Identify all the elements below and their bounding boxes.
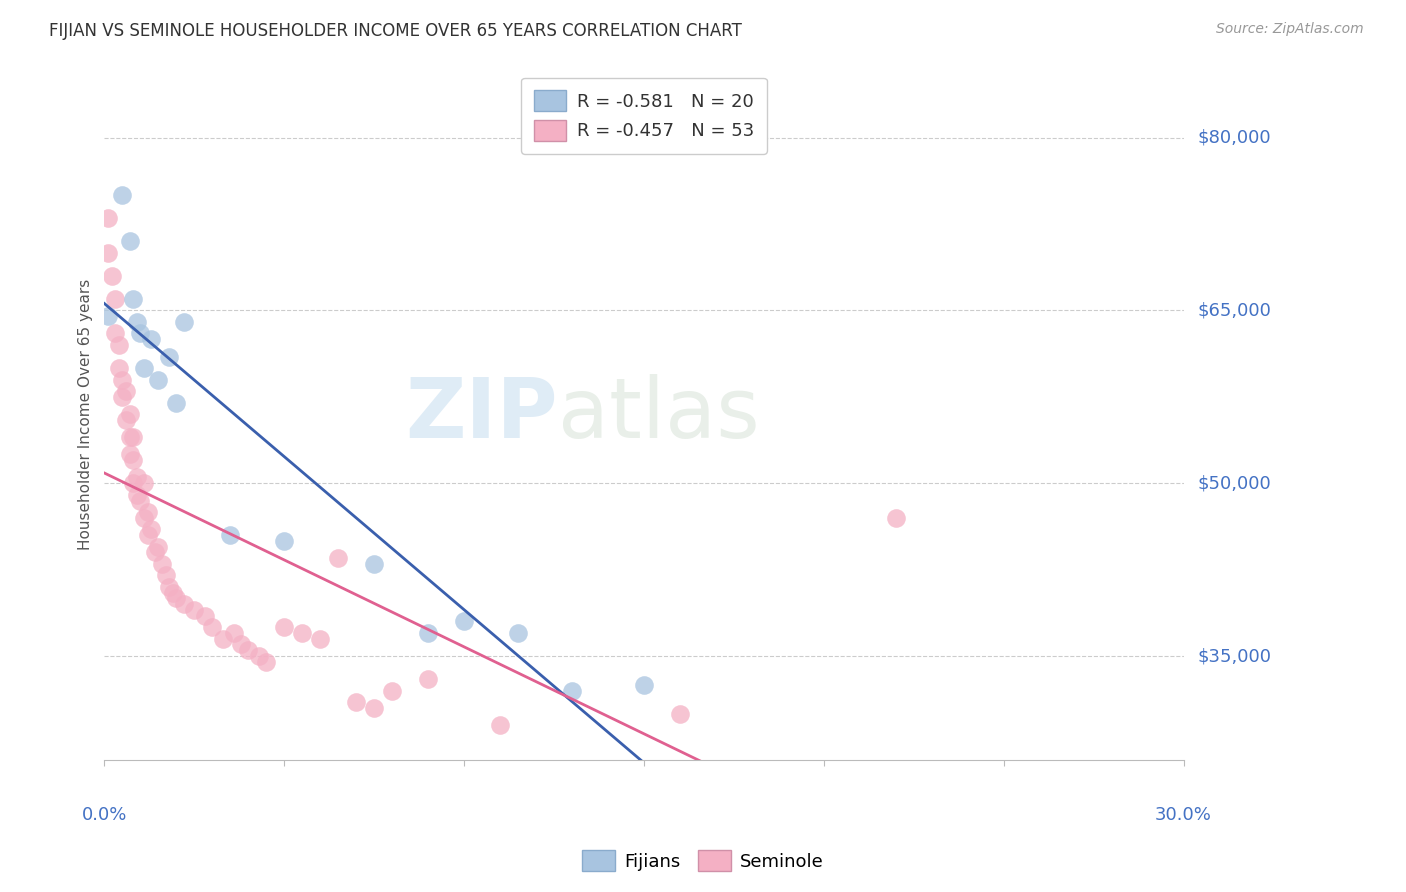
Legend: R = -0.581   N = 20, R = -0.457   N = 53: R = -0.581 N = 20, R = -0.457 N = 53	[522, 78, 766, 153]
Point	[254, 655, 277, 669]
Point	[453, 615, 475, 629]
Point	[222, 626, 245, 640]
Point	[363, 557, 385, 571]
Point	[165, 591, 187, 606]
Text: 0.0%: 0.0%	[82, 805, 127, 824]
Text: $65,000: $65,000	[1198, 301, 1271, 319]
Point	[162, 585, 184, 599]
Legend: Fijians, Seminole: Fijians, Seminole	[575, 843, 831, 879]
Point	[111, 188, 134, 202]
Point	[118, 407, 141, 421]
Point	[111, 390, 134, 404]
Text: FIJIAN VS SEMINOLE HOUSEHOLDER INCOME OVER 65 YEARS CORRELATION CHART: FIJIAN VS SEMINOLE HOUSEHOLDER INCOME OV…	[49, 22, 742, 40]
Point	[132, 361, 155, 376]
Point	[291, 626, 314, 640]
Text: ZIP: ZIP	[405, 374, 558, 455]
Point	[122, 453, 145, 467]
Point	[229, 638, 252, 652]
Point	[125, 470, 148, 484]
Point	[104, 326, 127, 341]
Point	[125, 315, 148, 329]
Point	[247, 648, 270, 663]
Point	[165, 395, 187, 409]
Point	[97, 245, 120, 260]
Point	[633, 678, 655, 692]
Point	[104, 292, 127, 306]
Point	[97, 309, 120, 323]
Point	[506, 626, 529, 640]
Point	[141, 522, 163, 536]
Point	[118, 430, 141, 444]
Point	[122, 430, 145, 444]
Point	[219, 528, 242, 542]
Point	[129, 493, 152, 508]
Point	[141, 332, 163, 346]
Point	[148, 540, 170, 554]
Point	[273, 620, 295, 634]
Point	[125, 488, 148, 502]
Point	[129, 326, 152, 341]
Point	[122, 292, 145, 306]
Point	[157, 580, 180, 594]
Text: $50,000: $50,000	[1198, 475, 1271, 492]
Point	[157, 350, 180, 364]
Text: $35,000: $35,000	[1198, 647, 1271, 665]
Point	[107, 338, 129, 352]
Point	[273, 533, 295, 548]
Point	[201, 620, 224, 634]
Point	[115, 384, 138, 398]
Point	[489, 718, 512, 732]
Point	[884, 510, 907, 524]
Y-axis label: Householder Income Over 65 years: Householder Income Over 65 years	[79, 278, 93, 549]
Point	[309, 632, 332, 646]
Point	[173, 597, 195, 611]
Text: Source: ZipAtlas.com: Source: ZipAtlas.com	[1216, 22, 1364, 37]
Point	[132, 476, 155, 491]
Point	[381, 683, 404, 698]
Point	[418, 672, 440, 686]
Point	[136, 505, 159, 519]
Point	[148, 373, 170, 387]
Point	[122, 476, 145, 491]
Point	[418, 626, 440, 640]
Point	[100, 268, 122, 283]
Point	[212, 632, 235, 646]
Point	[173, 315, 195, 329]
Point	[561, 683, 583, 698]
Point	[143, 545, 166, 559]
Point	[150, 557, 173, 571]
Point	[118, 235, 141, 249]
Point	[132, 510, 155, 524]
Point	[344, 695, 367, 709]
Point	[194, 608, 217, 623]
Point	[107, 361, 129, 376]
Point	[118, 447, 141, 461]
Text: $80,000: $80,000	[1198, 128, 1271, 146]
Point	[238, 643, 260, 657]
Text: atlas: atlas	[558, 374, 759, 455]
Point	[363, 701, 385, 715]
Point	[115, 413, 138, 427]
Point	[155, 568, 177, 582]
Point	[97, 211, 120, 226]
Point	[136, 528, 159, 542]
Text: 30.0%: 30.0%	[1156, 805, 1212, 824]
Point	[183, 603, 205, 617]
Point	[111, 373, 134, 387]
Point	[328, 551, 350, 566]
Point	[669, 706, 692, 721]
